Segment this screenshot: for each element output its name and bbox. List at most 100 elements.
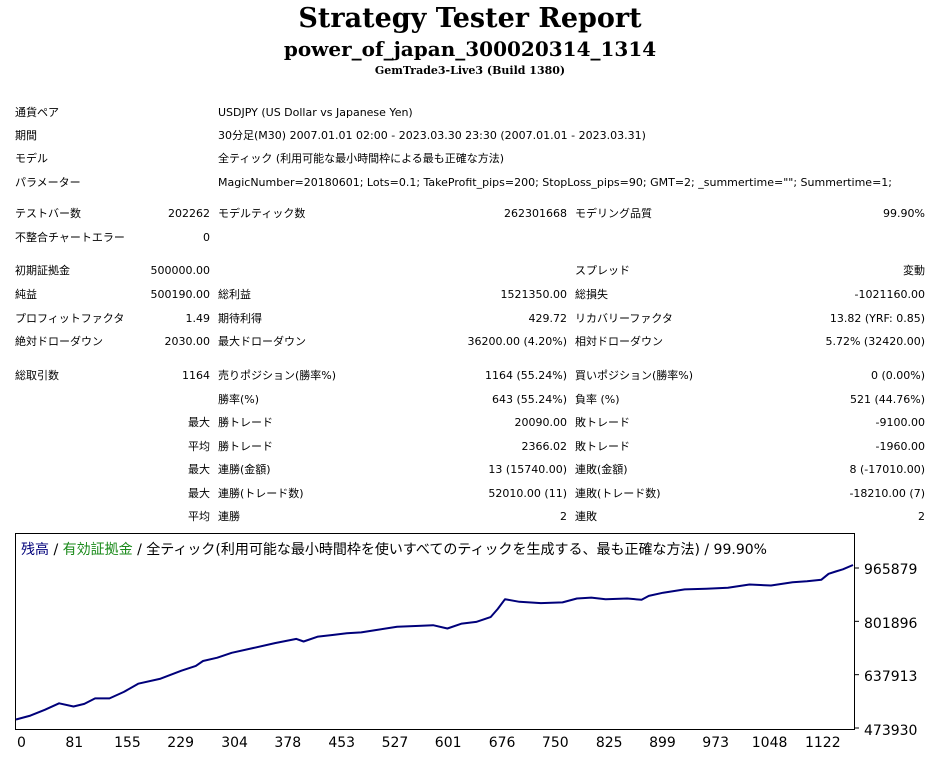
period-label: 期間: [15, 129, 37, 142]
recovery-factor-label: リカバリーファクタ: [575, 312, 673, 325]
ticks-value: 262301668: [504, 207, 567, 220]
short-positions-label: 売りポジション(勝率%): [218, 369, 337, 382]
x-tick-label: 825: [595, 735, 623, 751]
y-tick-label: 801896: [864, 616, 918, 632]
x-tick-label: 750: [541, 735, 569, 751]
consecutive-wins-money-label: 連勝(金額): [218, 463, 271, 476]
ticks-label: モデルティック数: [218, 207, 306, 220]
consecutive-losses-money-value: 8 (-17010.00): [849, 463, 925, 476]
average-consecutive-losses-value: 2: [918, 510, 925, 523]
x-tick-label: 0: [17, 735, 26, 751]
profit-factor-label: プロフィットファクタ: [15, 312, 125, 325]
net-profit-label: 純益: [15, 288, 37, 301]
long-positions-value: 0 (0.00%): [870, 369, 925, 382]
mismatch-value: 0: [203, 231, 210, 244]
y-tick-label: 637913: [864, 669, 918, 685]
report-title: Strategy Tester Report: [298, 3, 642, 34]
max-consecutive-profit-label: 最大: [188, 487, 210, 500]
profit-factor-value: 1.49: [185, 312, 211, 325]
y-tick-label: 965879: [864, 562, 918, 578]
expected-payoff-label: 期待利得: [218, 312, 262, 325]
x-tick-label: 676: [488, 735, 516, 751]
legend-separator: /: [49, 542, 63, 558]
gross-profit-label: 総利益: [218, 288, 251, 301]
legend-description: / 全ティック(利用可能な最小時間枠を使いすべてのティックを生成する、最も正確な…: [132, 542, 767, 558]
max-consecutive-label: 最大: [188, 463, 210, 476]
largest-loss-label: 敗トレード: [575, 416, 630, 429]
x-tick-label: 229: [167, 735, 195, 751]
balance-chart: [15, 533, 855, 730]
x-tick-label: 304: [221, 735, 248, 751]
loss-rate-value: 521 (44.76%): [849, 393, 925, 406]
x-tick-label: 1048: [751, 735, 788, 751]
quality-label: モデリング品質: [575, 207, 652, 220]
absolute-drawdown-label: 絶対ドローダウン: [15, 335, 103, 348]
parameters-value: MagicNumber=20180601; Lots=0.1; TakeProf…: [218, 176, 892, 189]
largest-win-label: 勝トレード: [218, 416, 273, 429]
bars-label: テストバー数: [15, 207, 81, 220]
x-tick-label: 899: [649, 735, 676, 751]
relative-drawdown-label: 相対ドローダウン: [575, 335, 663, 348]
model-value: 全ティック (利用可能な最小時間枠による最も正確な方法): [218, 152, 505, 165]
long-positions-label: 買いポジション(勝率%): [575, 369, 694, 382]
average-consecutive-label: 平均: [188, 510, 210, 523]
average-win-label: 勝トレード: [218, 440, 273, 453]
expected-payoff-value: 429.72: [528, 312, 568, 325]
parameters-label: パラメーター: [15, 176, 81, 189]
quality-value: 99.90%: [883, 207, 925, 220]
x-tick-label: 81: [65, 735, 84, 751]
consecutive-loss-label: 連敗(トレード数): [575, 487, 661, 500]
legend-balance: 残高: [21, 542, 49, 558]
win-rate-value: 643 (55.24%): [491, 393, 567, 406]
total-trades-value: 1164: [182, 369, 210, 382]
server-build: GemTrade3-Live3 (Build 1380): [374, 64, 566, 77]
average-label: 平均: [188, 440, 210, 453]
consecutive-profit-label: 連勝(トレード数): [218, 487, 304, 500]
gross-profit-value: 1521350.00: [500, 288, 567, 301]
recovery-factor-value: 13.82 (YRF: 0.85): [829, 312, 925, 325]
max-drawdown-label: 最大ドローダウン: [218, 335, 306, 348]
x-tick-label: 1122: [804, 735, 841, 751]
spread-label: スプレッド: [575, 264, 630, 277]
x-tick-label: 527: [381, 735, 409, 751]
consecutive-wins-money-value: 13 (15740.00): [488, 463, 567, 476]
deposit-label: 初期証拠金: [15, 264, 70, 277]
consecutive-loss-value: -18210.00 (7): [849, 487, 925, 500]
consecutive-losses-money-label: 連敗(金額): [575, 463, 628, 476]
legend-equity: 有効証拠金: [62, 542, 133, 558]
x-tick-label: 155: [114, 735, 141, 751]
absolute-drawdown-value: 2030.00: [164, 335, 211, 348]
x-tick-label: 453: [328, 735, 356, 751]
total-trades-label: 総取引数: [15, 369, 59, 382]
symbol-value: USDJPY (US Dollar vs Japanese Yen): [218, 106, 413, 119]
relative-drawdown-value: 5.72% (32420.00): [825, 335, 925, 348]
net-profit-value: 500190.00: [150, 288, 211, 301]
chart-legend: 残高 / 有効証拠金 / 全ティック(利用可能な最小時間枠を使いすべてのティック…: [21, 541, 767, 559]
average-consecutive-losses-label: 連敗: [575, 510, 597, 523]
period-value: 30分足(M30) 2007.01.01 02:00 - 2023.03.30 …: [218, 129, 646, 142]
max-drawdown-value: 36200.00 (4.20%): [467, 335, 567, 348]
deposit-value: 500000.00: [150, 264, 211, 277]
spread-value: 変動: [903, 264, 925, 277]
y-tick-label: 473930: [864, 723, 918, 739]
win-rate-label: 勝率(%): [218, 393, 260, 406]
average-win-value: 2366.02: [521, 440, 568, 453]
ea-name: power_of_japan_300020314_1314: [283, 37, 657, 61]
x-tick-label: 973: [702, 735, 730, 751]
mismatch-label: 不整合チャートエラー: [15, 231, 125, 244]
gross-loss-label: 総損失: [575, 288, 608, 301]
average-loss-value: -1960.00: [875, 440, 925, 453]
largest-label: 最大: [188, 416, 210, 429]
average-loss-label: 敗トレード: [575, 440, 630, 453]
symbol-label: 通貨ペア: [15, 106, 59, 119]
average-consecutive-wins-value: 2: [560, 510, 567, 523]
consecutive-profit-value: 52010.00 (11): [488, 487, 567, 500]
x-tick-label: 601: [434, 735, 462, 751]
loss-rate-label: 負率 (%): [575, 393, 620, 406]
largest-win-value: 20090.00: [514, 416, 568, 429]
x-tick-label: 378: [274, 735, 302, 751]
short-positions-value: 1164 (55.24%): [484, 369, 567, 382]
bars-value: 202262: [168, 207, 210, 220]
gross-loss-value: -1021160.00: [854, 288, 925, 301]
largest-loss-value: -9100.00: [875, 416, 925, 429]
